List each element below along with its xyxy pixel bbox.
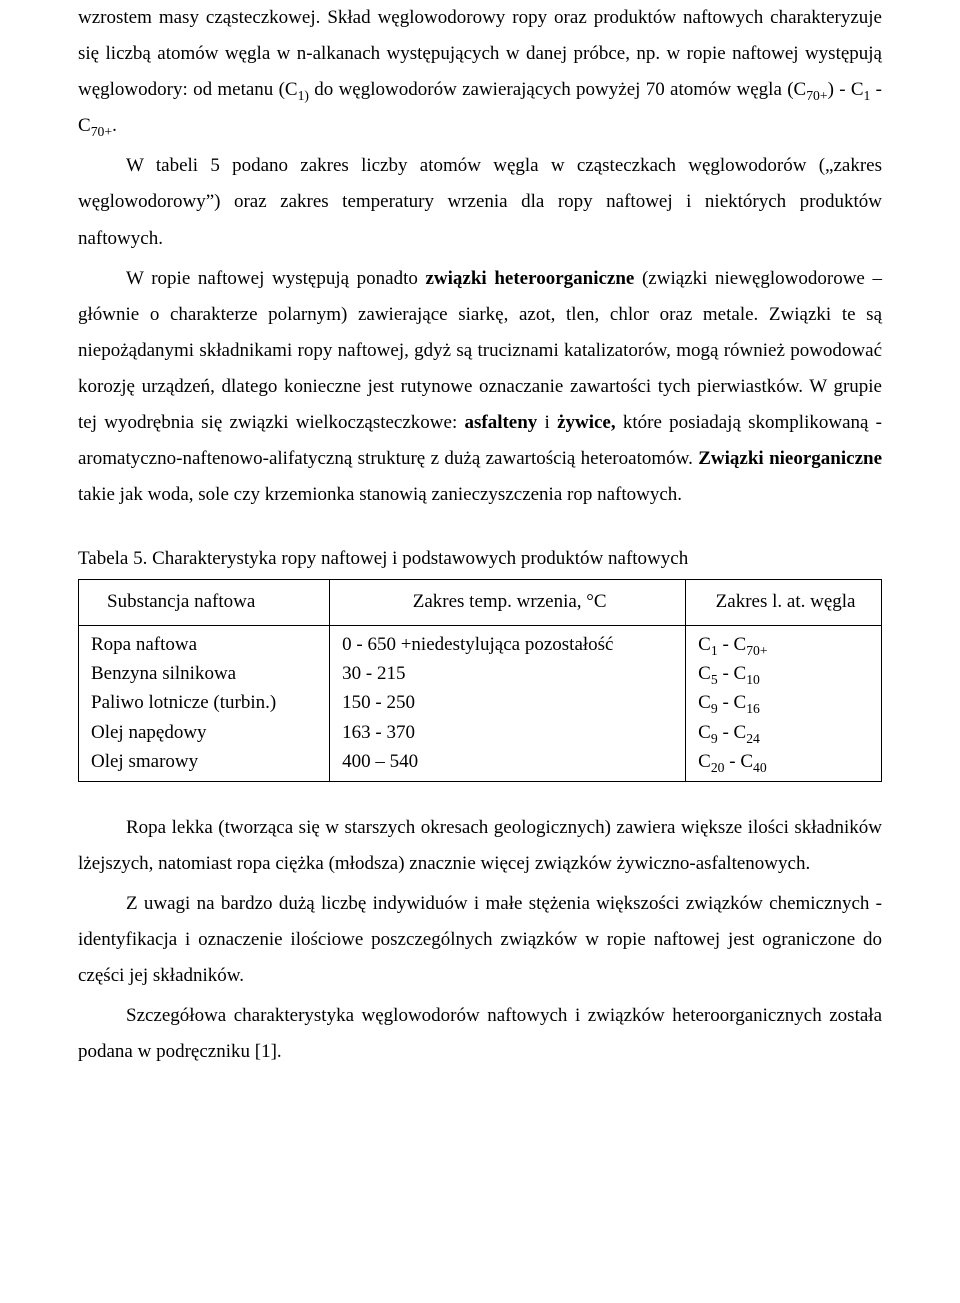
table-header-row: Substancja naftowa Zakres temp. wrzenia,… (79, 580, 882, 625)
text: takie jak woda, sole czy krzemionka stan… (78, 484, 682, 505)
paragraph-1: wzrostem masy cząsteczkowej. Skład węglo… (78, 0, 882, 144)
bold-text: asfalteny (464, 412, 537, 433)
table-header: Zakres temp. wrzenia, °C (330, 580, 686, 625)
bold-text: Związki nieorganiczne (698, 448, 882, 469)
paragraph-5: Z uwagi na bardzo dużą liczbę indywiduów… (78, 886, 882, 994)
text: ) - C (828, 79, 864, 100)
table-caption: Tabela 5. Charakterystyka ropy naftowej … (78, 541, 882, 577)
subscript: 1) (298, 88, 309, 103)
text: do węglowodorów zawierających powyżej 70… (309, 79, 806, 100)
bold-text: żywice, (557, 412, 616, 433)
subscript: 70+ (91, 124, 112, 139)
table-cell: 0 - 650 +niedestylująca pozostałość 30 -… (330, 625, 686, 781)
text: Z uwagi na bardzo dużą liczbę indywiduów… (78, 893, 882, 986)
table-header: Zakres l. at. węgla (686, 580, 882, 625)
table-cell: Ropa naftowa Benzyna silnikowa Paliwo lo… (79, 625, 330, 781)
paragraph-3: W ropie naftowej występują ponadto związ… (78, 261, 882, 514)
text: W ropie naftowej występują ponadto (126, 268, 426, 289)
text: Ropa lekka (tworząca się w starszych okr… (78, 817, 882, 874)
paragraph-2: W tabeli 5 podano zakres liczby atomów w… (78, 148, 882, 256)
subscript: 70+ (806, 88, 827, 103)
bold-text: związki heteroorganiczne (426, 268, 635, 289)
table-cell: C1 - C70+ C5 - C10 C9 - C16 C9 - C24 C20… (686, 625, 882, 781)
characteristics-table: Substancja naftowa Zakres temp. wrzenia,… (78, 579, 882, 781)
paragraph-6: Szczegółowa charakterystyka węglowodorów… (78, 998, 882, 1070)
text: (związki niewęglowodorowe – głównie o ch… (78, 268, 882, 433)
text: Szczegółowa charakterystyka węglowodorów… (78, 1005, 882, 1062)
table-header: Substancja naftowa (79, 580, 330, 625)
paragraph-4: Ropa lekka (tworząca się w starszych okr… (78, 810, 882, 882)
text: . (112, 115, 117, 136)
table-row: Ropa naftowa Benzyna silnikowa Paliwo lo… (79, 625, 882, 781)
text: W tabeli 5 podano zakres liczby atomów w… (78, 155, 882, 248)
text: i (537, 412, 557, 433)
